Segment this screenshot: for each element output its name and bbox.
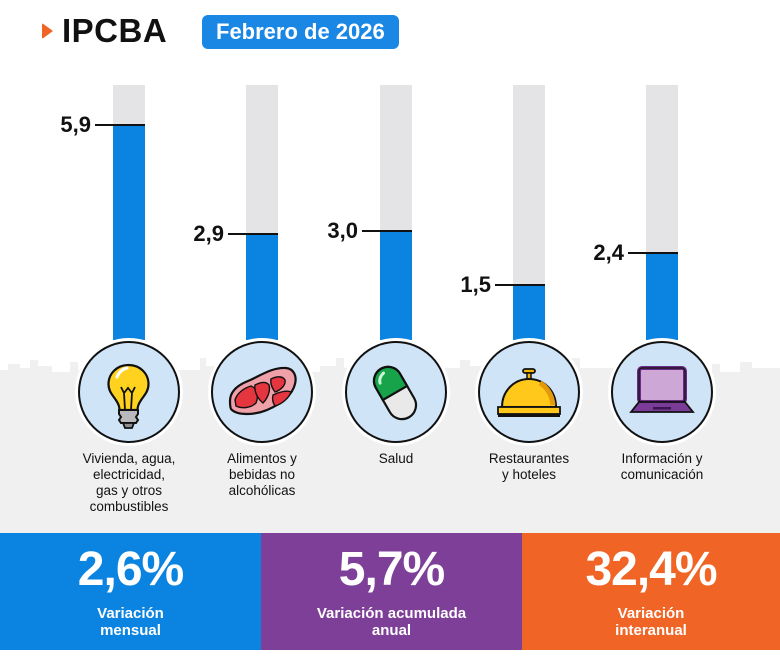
stat-interannual-variation: 32,4% Variación interanual xyxy=(522,533,780,650)
bar-value-label: 1,5 xyxy=(460,272,491,298)
bar xyxy=(246,234,278,340)
category-icon-circle xyxy=(478,341,580,443)
bar-value-tick xyxy=(95,124,145,126)
stat-label: Variación acumulada anual xyxy=(261,605,522,639)
category-label-line: comunicación xyxy=(620,467,704,482)
category-icon-circle xyxy=(611,341,713,443)
stat-value: 2,6% xyxy=(77,543,184,596)
bar xyxy=(380,230,412,340)
category-icon-circle xyxy=(345,341,447,443)
bar-value-label: 2,9 xyxy=(193,221,224,247)
bar-value-tick xyxy=(495,284,545,287)
category-icon-circle xyxy=(78,341,180,443)
category-label-line: alcohólicas xyxy=(228,483,296,498)
stat-label-line: mensual xyxy=(100,622,161,639)
header: IPCBA Febrero de 2026 xyxy=(0,0,780,70)
category-icon-circle xyxy=(211,341,313,443)
date-badge: Febrero de 2026 xyxy=(202,15,399,49)
service-bell-icon xyxy=(497,368,561,417)
stat-label-line: Variación acumulada xyxy=(316,605,467,622)
bar-value-tick xyxy=(362,229,412,232)
category-label-line: gas y otros xyxy=(95,483,163,498)
category-label: Salud xyxy=(326,451,466,467)
brand-arrow-icon xyxy=(42,23,53,39)
category-label: Vivienda, agua, electricidad, gas y otros c… xyxy=(59,451,199,515)
stat-label: Variación interanual xyxy=(522,605,780,639)
stat-label: Variación mensual xyxy=(0,605,261,639)
summary-stats: 2,6% Variación mensual 5,7% Variación ac… xyxy=(0,533,780,650)
bar-value-tick xyxy=(628,251,678,254)
stat-label-line: anual xyxy=(371,622,412,639)
category-label-line: Información y xyxy=(621,451,703,466)
category-label-line: Vivienda, agua, xyxy=(82,451,176,466)
category-label: Alimentos y bebidas no alcohólicas xyxy=(192,451,332,499)
stat-value: 5,7% xyxy=(338,543,445,596)
laptop-icon xyxy=(629,366,695,413)
bar-chart: 5,9 Vivienda, agua, electricidad, gas y otr… xyxy=(59,85,732,515)
bar-value-label: 3,0 xyxy=(327,217,358,243)
category-label-line: y hoteles xyxy=(501,467,557,482)
category-label-line: Alimentos y xyxy=(227,451,297,466)
stat-label-line: Variación xyxy=(97,605,164,622)
category-label-line: electricidad, xyxy=(92,467,166,482)
bar xyxy=(113,125,145,340)
category-label: Información y comunicación xyxy=(592,451,732,483)
stat-label-line: interanual xyxy=(615,622,687,639)
stat-accumulated-annual-variation: 5,7% Variación acumulada anual xyxy=(261,533,522,650)
stat-monthly-variation: 2,6% Variación mensual xyxy=(0,533,261,650)
lightbulb-icon xyxy=(107,363,150,429)
stat-value: 32,4% xyxy=(585,543,717,596)
bar-value-tick xyxy=(228,233,278,236)
bar-value-label: 5,9 xyxy=(60,112,91,137)
category-label-line: combustibles xyxy=(89,499,169,514)
category-label-line: Salud xyxy=(378,451,414,466)
category-label-line: Restaurantes xyxy=(488,451,570,466)
bar xyxy=(646,252,678,340)
meat-steak-icon xyxy=(228,366,297,416)
stat-label-line: Variación xyxy=(617,605,685,622)
brand-title: IPCBA xyxy=(62,12,168,49)
category-label: Restaurantes y hoteles xyxy=(459,451,599,483)
category-label-line: bebidas no xyxy=(228,467,296,482)
pill-capsule-icon xyxy=(372,365,418,421)
bar-value-label: 2,4 xyxy=(593,239,624,265)
bar xyxy=(513,285,545,340)
